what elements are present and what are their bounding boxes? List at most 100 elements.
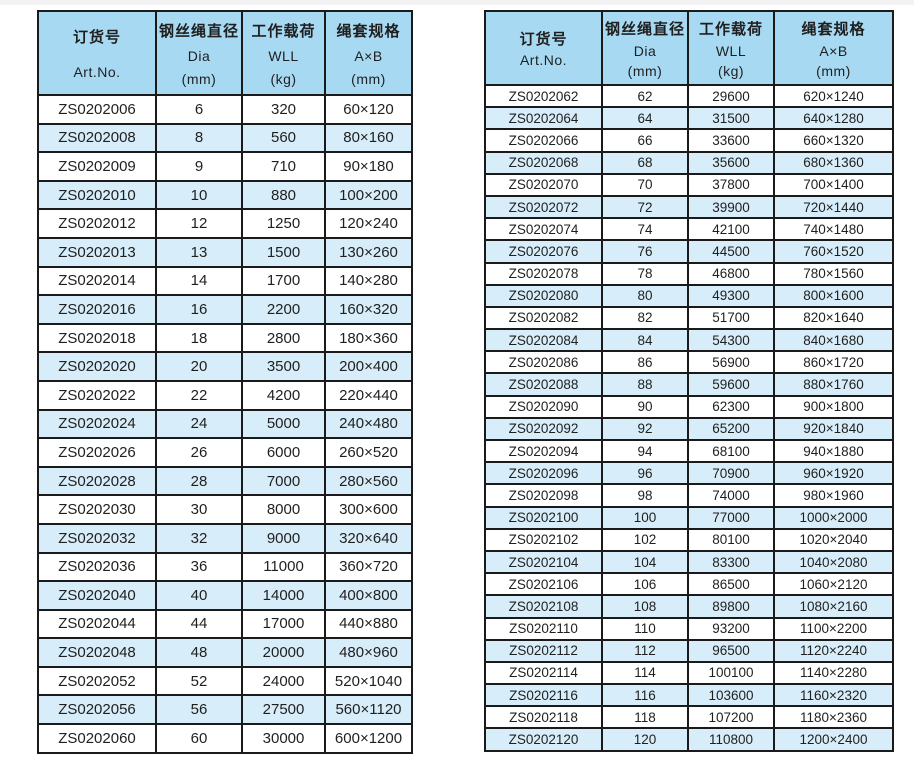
wll-cell: 35600 [687, 150, 775, 175]
wll-cell: 31500 [687, 106, 775, 131]
wll-cell: 6000 [241, 437, 326, 468]
table-row: ZS0202028 28 7000 280×560 [37, 465, 413, 497]
wll-cell: 51700 [687, 305, 775, 331]
wll-cell: 54300 [687, 328, 775, 353]
wll-cell: 107200 [687, 705, 775, 730]
wll-cell: 2200 [241, 294, 326, 325]
art-no-cell: ZS0202098 [484, 483, 603, 508]
spec-cell: 860×1720 [773, 350, 894, 375]
spec-cell: 920×1840 [773, 416, 894, 442]
wll-cell: 59600 [687, 372, 775, 397]
dia-cell: 82 [601, 305, 689, 331]
table-row: ZS0202086 86 56900 860×1720 [484, 350, 894, 375]
art-no-cell: ZS0202009 [37, 151, 157, 182]
spec-cell: 1020×2040 [773, 527, 894, 552]
art-no-cell: ZS0202028 [37, 465, 157, 497]
art-no-cell: ZS0202024 [37, 408, 157, 440]
table-row: ZS0202022 22 4200 220×440 [37, 379, 413, 411]
dia-cell: 74 [601, 217, 689, 242]
spec-cell: 90×180 [324, 151, 413, 182]
table-header-left: 订货号 Art.No. 钢丝绳直径 Dia (mm) 工作载荷 WLL (kg) [37, 10, 413, 96]
dia-cell: 108 [601, 594, 689, 619]
table-row: ZS0202102 102 80100 1020×2040 [484, 527, 894, 552]
spec-cell: 220×440 [324, 379, 413, 411]
dia-label-en: Dia [187, 47, 211, 64]
wll-cell: 2800 [241, 322, 326, 354]
header-cell-content: 工作载荷 WLL (kg) [690, 18, 772, 79]
wll-cell: 74000 [687, 483, 775, 508]
dia-cell: 102 [601, 527, 689, 552]
dia-cell: 16 [155, 294, 243, 325]
spec-cell: 520×1040 [324, 665, 413, 697]
spec-cell: 600×1200 [324, 723, 413, 754]
dia-cell: 22 [155, 379, 243, 411]
dia-cell: 14 [155, 265, 243, 297]
spec-cell: 800×1600 [773, 283, 894, 308]
dia-cell: 120 [601, 727, 689, 752]
wll-cell: 80100 [687, 527, 775, 552]
table-body-left: ZS0202006 6 320 60×120 ZS0202008 8 560 80×160 ZS… [37, 94, 413, 754]
dia-cell: 68 [601, 150, 689, 175]
art-no-cell: ZS0202102 [484, 527, 603, 552]
spec-cell: 400×800 [324, 580, 413, 611]
art-no-cell: ZS0202013 [37, 236, 157, 268]
header-cell-content: 订货号 Art.No. [40, 26, 154, 80]
table-row: ZS0202060 60 30000 600×1200 [37, 723, 413, 754]
table-row: ZS0202112 112 96500 1120×2240 [484, 638, 894, 663]
art-no-cell: ZS0202110 [484, 616, 603, 641]
art-no-cell: ZS0202100 [484, 505, 603, 530]
spec-cell: 360×720 [324, 551, 413, 583]
spec-cell: 140×280 [324, 265, 413, 297]
spec-cell: 780×1560 [773, 261, 894, 286]
dia-cell: 64 [601, 106, 689, 131]
wll-cell: 100100 [687, 660, 775, 686]
table-row: ZS0202006 6 320 60×120 [37, 94, 413, 125]
art-no-cell: ZS0202022 [37, 379, 157, 411]
wll-cell: 8000 [241, 494, 326, 525]
table-row: ZS0202014 14 1700 140×280 [37, 265, 413, 297]
art-no-cell: ZS0202086 [484, 350, 603, 375]
wll-label-en: WLL [715, 42, 747, 59]
art-no-cell: ZS0202048 [37, 637, 157, 668]
art-no-cell: ZS0202120 [484, 727, 603, 752]
dia-cell: 18 [155, 322, 243, 354]
wll-cell: 1500 [241, 236, 326, 268]
art-no-cell: ZS0202070 [484, 172, 603, 197]
spec-cell: 640×1280 [773, 106, 894, 131]
table-row: ZS0202066 66 33600 660×1320 [484, 128, 894, 153]
spec-cell: 1120×2240 [773, 638, 894, 663]
spec-cell: 440×880 [324, 608, 413, 640]
spec-cell: 1100×2200 [773, 616, 894, 641]
art-no-cell: ZS0202076 [484, 239, 603, 264]
dia-cell: 110 [601, 616, 689, 641]
spec-unit-label: (mm) [351, 70, 386, 87]
dia-cell: 62 [601, 83, 689, 109]
art-no-label-cn: 订货号 [72, 29, 121, 46]
wll-cell: 20000 [241, 637, 326, 668]
header-cell-content: 绳套规格 A×B (mm) [327, 20, 410, 87]
table-row: ZS0202052 52 24000 520×1040 [37, 665, 413, 697]
wll-cell: 110800 [687, 727, 775, 752]
spec-cell: 940×1880 [773, 438, 894, 464]
art-no-cell: ZS0202106 [484, 572, 603, 597]
wll-cell: 39900 [687, 194, 775, 220]
art-no-cell: ZS0202116 [484, 683, 603, 708]
dia-cell: 9 [155, 151, 243, 182]
table-row: ZS0202114 114 100100 1140×2280 [484, 660, 894, 686]
art-no-cell: ZS0202036 [37, 551, 157, 583]
art-no-cell: ZS0202010 [37, 179, 157, 211]
table-row: ZS0202012 12 1250 120×240 [37, 208, 413, 239]
wll-cell: 89800 [687, 594, 775, 619]
table-row: ZS0202032 32 9000 320×640 [37, 522, 413, 554]
spec-label-cn: 绳套规格 [801, 20, 866, 38]
table-row: ZS0202116 116 103600 1160×2320 [484, 683, 894, 708]
wll-label-cn: 工作载荷 [251, 22, 316, 40]
dia-cell: 76 [601, 239, 689, 264]
dia-cell: 100 [601, 505, 689, 530]
spec-unit-label: (mm) [816, 62, 851, 79]
table-row: ZS0202076 76 44500 760×1520 [484, 239, 894, 264]
art-no-cell: ZS0202104 [484, 549, 603, 575]
art-no-cell: ZS0202018 [37, 322, 157, 354]
table-row: ZS0202072 72 39900 720×1440 [484, 194, 894, 220]
header-cell-content: 绳套规格 A×B (mm) [776, 18, 891, 79]
